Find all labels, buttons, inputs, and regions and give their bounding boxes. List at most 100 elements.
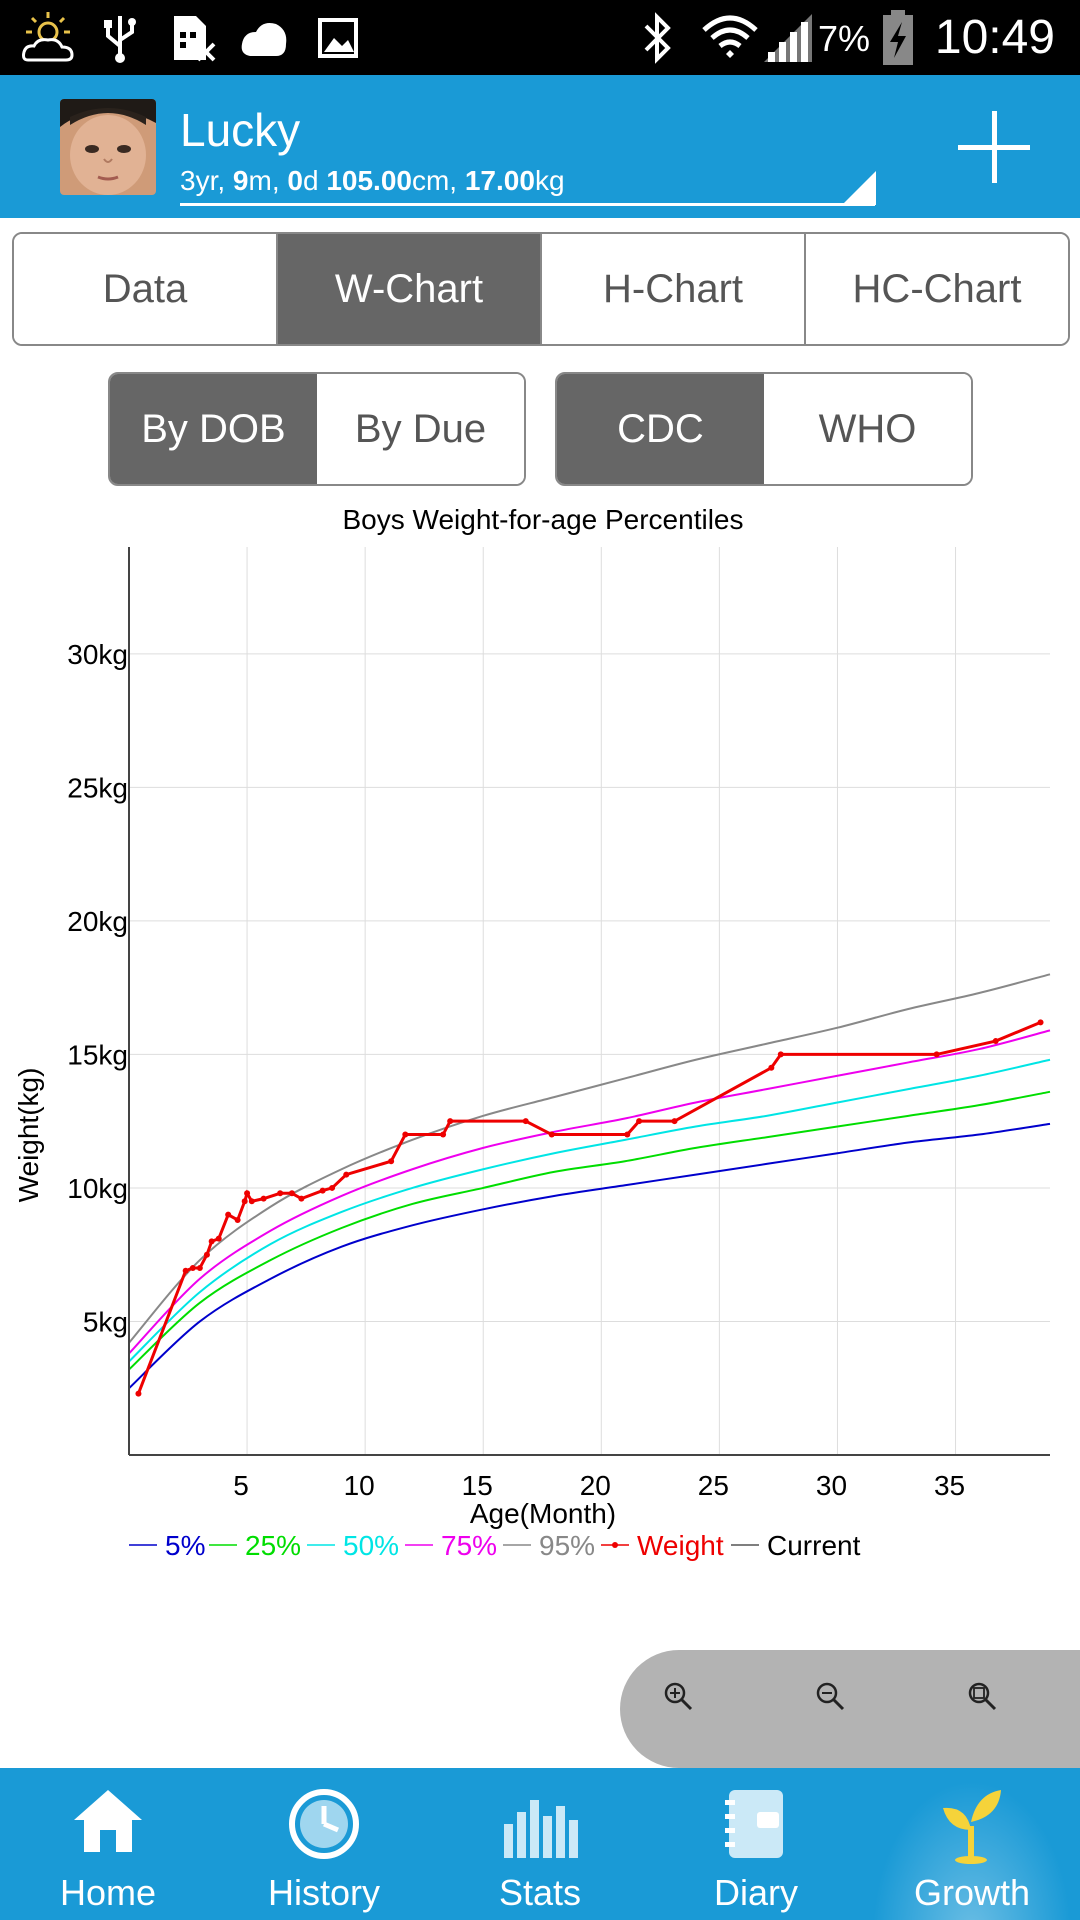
- weight-point[interactable]: [189, 1265, 196, 1272]
- weight-point[interactable]: [343, 1171, 350, 1178]
- nav-diary[interactable]: Diary: [648, 1768, 864, 1920]
- who-option[interactable]: WHO: [764, 374, 971, 484]
- y-tick-label: 20kg: [67, 906, 128, 937]
- bar-chart-icon: [504, 1800, 578, 1858]
- x-tick-label: 30: [816, 1470, 847, 1501]
- app-header: Lucky 3yr, 9m, 0d 105.00cm, 17.00kg: [0, 75, 1080, 218]
- weight-point[interactable]: [402, 1131, 409, 1138]
- percentile-line-5pct: [128, 1122, 1051, 1389]
- weight-point[interactable]: [196, 1265, 203, 1272]
- weight-point[interactable]: [440, 1131, 447, 1138]
- weight-point[interactable]: [208, 1238, 215, 1245]
- zoom-in-icon[interactable]: [662, 1680, 694, 1712]
- weight-point[interactable]: [288, 1190, 295, 1197]
- weight-point[interactable]: [241, 1198, 248, 1205]
- chart-tabs: Data W-Chart H-Chart HC-Chart: [12, 232, 1070, 346]
- tab-h-chart[interactable]: H-Chart: [542, 234, 806, 344]
- nav-diary-label: Diary: [713, 1872, 798, 1913]
- weight-point[interactable]: [1037, 1019, 1044, 1026]
- x-axis-label: Age(Month): [470, 1498, 616, 1529]
- bottom-navigation: Home History Stats Diary Growth: [0, 1768, 1080, 1920]
- nav-home-label: Home: [59, 1872, 157, 1913]
- unit-months: m,: [248, 165, 288, 196]
- weight-point[interactable]: [768, 1064, 775, 1071]
- child-summary[interactable]: 3yr, 9m, 0d 105.00cm, 17.00kg: [180, 165, 565, 197]
- cdc-option[interactable]: CDC: [557, 374, 764, 484]
- weight-point[interactable]: [624, 1131, 631, 1138]
- weight-point[interactable]: [182, 1267, 189, 1274]
- sprout-icon: [943, 1790, 1001, 1864]
- signal-icon: [764, 14, 812, 62]
- age-months: 9: [232, 165, 249, 196]
- nav-stats[interactable]: Stats: [432, 1768, 648, 1920]
- by-due-option[interactable]: By Due: [317, 374, 524, 484]
- weight-point[interactable]: [933, 1051, 940, 1058]
- avatar[interactable]: [60, 99, 156, 195]
- age-basis-toggle: By DOB By Due: [108, 372, 526, 486]
- by-dob-option[interactable]: By DOB: [110, 374, 317, 484]
- legend-marker: [612, 1542, 618, 1548]
- weight-point[interactable]: [298, 1195, 305, 1202]
- x-tick-label: 15: [462, 1470, 493, 1501]
- unit-kg: kg: [534, 165, 565, 196]
- battery-icon: [883, 10, 913, 65]
- tab-data[interactable]: Data: [14, 234, 278, 344]
- clock: 10:49: [934, 11, 1055, 64]
- weight-point[interactable]: [388, 1158, 395, 1165]
- x-tick-label: 25: [698, 1470, 729, 1501]
- zoom-out-icon[interactable]: [814, 1680, 846, 1712]
- wifi-icon: [702, 15, 758, 58]
- weight-chart[interactable]: Boys Weight-for-age Percentiles 5 10 15 20 2…: [0, 495, 1080, 1575]
- weight-point[interactable]: [548, 1131, 555, 1138]
- percentile-line-25pct: [128, 1090, 1051, 1371]
- tab-w-chart[interactable]: W-Chart: [278, 234, 542, 344]
- usb-icon: [104, 16, 136, 63]
- weight-point[interactable]: [203, 1251, 210, 1258]
- nav-stats-label: Stats: [498, 1872, 582, 1913]
- child-name[interactable]: Lucky: [180, 104, 301, 156]
- weight-point[interactable]: [671, 1118, 678, 1125]
- nav-home[interactable]: Home: [0, 1768, 216, 1920]
- unit-years: yr,: [195, 165, 233, 196]
- zoom-reset-icon[interactable]: [966, 1680, 998, 1712]
- weight-point[interactable]: [319, 1187, 326, 1194]
- weight-point[interactable]: [225, 1211, 232, 1218]
- weight-chart-svg[interactable]: Boys Weight-for-age Percentiles 5 10 15 20 2…: [0, 495, 1080, 1575]
- weight-point[interactable]: [329, 1184, 336, 1191]
- age-years: 3: [180, 165, 196, 196]
- standard-toggle: CDC WHO: [555, 372, 973, 486]
- weight-point[interactable]: [260, 1195, 267, 1202]
- dropdown-triangle-icon[interactable]: [842, 171, 876, 205]
- no-sim-icon: [174, 16, 216, 62]
- nav-growth[interactable]: Growth: [864, 1768, 1080, 1920]
- unit-days: d: [302, 165, 327, 196]
- battery-percent: 7%: [817, 18, 870, 59]
- weight-point[interactable]: [447, 1118, 454, 1125]
- legend-label: 5%: [165, 1530, 205, 1561]
- weight-point[interactable]: [636, 1118, 643, 1125]
- y-tick-label: 5kg: [83, 1306, 128, 1337]
- add-child-button[interactable]: [950, 107, 1040, 197]
- legend-label: 25%: [245, 1530, 301, 1561]
- y-tick-label: 25kg: [67, 772, 128, 803]
- nav-history[interactable]: History: [216, 1768, 432, 1920]
- weight-point[interactable]: [248, 1198, 255, 1205]
- nav-growth-label: Growth: [913, 1872, 1031, 1913]
- x-tick-label: 20: [580, 1470, 611, 1501]
- weight-point[interactable]: [277, 1190, 284, 1197]
- weight-point[interactable]: [992, 1038, 999, 1045]
- y-axis-label: Weight(kg): [13, 1068, 44, 1203]
- spinner-underline: [180, 203, 875, 206]
- weight-point[interactable]: [522, 1118, 529, 1125]
- weight-point[interactable]: [234, 1216, 241, 1223]
- status-bar: 7% 10:49: [0, 0, 1080, 75]
- age-days: 0: [287, 165, 303, 196]
- weight-point[interactable]: [215, 1235, 222, 1242]
- tab-hc-chart[interactable]: HC-Chart: [806, 234, 1068, 344]
- weight-point[interactable]: [244, 1190, 251, 1197]
- legend-label: Current: [767, 1530, 861, 1561]
- weight-point[interactable]: [135, 1390, 142, 1397]
- weight-line: [137, 1020, 1042, 1395]
- weight-point[interactable]: [777, 1051, 784, 1058]
- y-tick-label: 15kg: [67, 1039, 128, 1070]
